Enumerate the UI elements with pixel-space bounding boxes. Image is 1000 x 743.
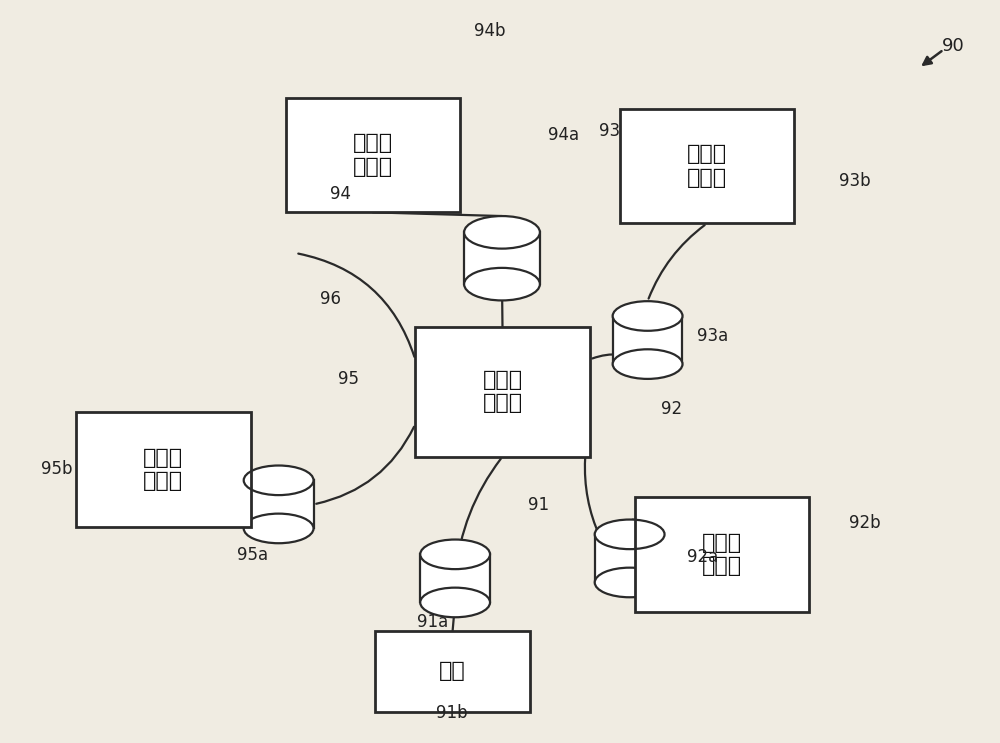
Text: 92b: 92b (849, 514, 881, 532)
FancyBboxPatch shape (415, 327, 590, 457)
Text: 93a: 93a (697, 327, 729, 345)
Text: 无线网
络模块: 无线网 络模块 (687, 144, 727, 188)
Polygon shape (595, 534, 665, 583)
Text: 局域网
络模块: 局域网 络模块 (702, 533, 742, 577)
Ellipse shape (613, 301, 682, 331)
Ellipse shape (464, 216, 540, 249)
Ellipse shape (595, 568, 665, 597)
Text: 近场通
信模块: 近场通 信模块 (143, 448, 183, 491)
Text: 93b: 93b (839, 172, 871, 189)
Ellipse shape (244, 466, 314, 495)
Text: 95: 95 (338, 370, 359, 388)
FancyBboxPatch shape (635, 497, 809, 612)
Text: 电源: 电源 (439, 661, 466, 681)
Text: 94b: 94b (474, 22, 506, 40)
Text: 92a: 92a (687, 548, 719, 565)
FancyBboxPatch shape (286, 97, 460, 212)
FancyBboxPatch shape (620, 108, 794, 224)
Text: 92: 92 (661, 400, 682, 418)
Polygon shape (420, 554, 490, 603)
Polygon shape (244, 480, 314, 528)
Ellipse shape (244, 513, 314, 543)
Ellipse shape (464, 268, 540, 300)
FancyBboxPatch shape (375, 631, 530, 712)
Text: 91: 91 (528, 496, 549, 513)
Ellipse shape (595, 519, 665, 549)
Text: 95b: 95b (41, 460, 73, 478)
Text: 91b: 91b (436, 704, 468, 722)
Text: 电源管
理模块: 电源管 理模块 (482, 370, 523, 413)
Text: 90: 90 (942, 37, 965, 55)
Text: 93: 93 (599, 122, 620, 140)
Polygon shape (464, 233, 540, 284)
Text: 卫星定
位模块: 卫星定 位模块 (353, 134, 393, 177)
Text: 95a: 95a (237, 546, 268, 564)
Ellipse shape (420, 588, 490, 617)
Text: 94: 94 (330, 185, 351, 203)
Text: 94a: 94a (548, 126, 579, 143)
FancyBboxPatch shape (76, 412, 251, 527)
Text: 96: 96 (320, 290, 341, 308)
Ellipse shape (613, 349, 682, 379)
Ellipse shape (420, 539, 490, 569)
Text: 91a: 91a (417, 613, 448, 631)
Polygon shape (613, 316, 682, 364)
